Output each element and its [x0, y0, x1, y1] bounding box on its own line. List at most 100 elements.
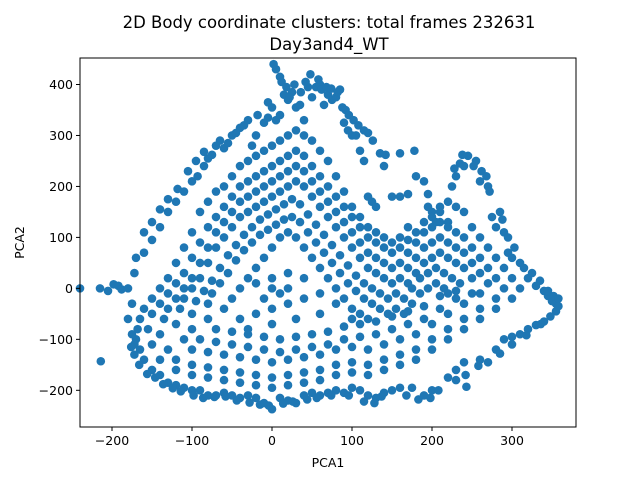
scatter-point: [377, 392, 386, 401]
scatter-point: [299, 151, 309, 161]
scatter-point: [326, 84, 336, 93]
scatter-point: [263, 210, 273, 219]
scatter-point: [203, 373, 213, 382]
scatter-point: [193, 171, 202, 181]
y-axis-ticks: −200 −100 0 100 200 300 400: [39, 77, 80, 398]
scatter-point: [191, 156, 201, 166]
scatter-point: [251, 263, 261, 273]
scatter-point: [368, 136, 378, 145]
scatter-point: [195, 258, 205, 268]
scatter-point: [267, 161, 277, 171]
scatter-point: [427, 345, 437, 354]
scatter-point: [491, 273, 501, 283]
scatter-point: [331, 171, 341, 181]
scatter-point: [301, 77, 310, 87]
scatter-point: [363, 233, 373, 242]
scatter-point: [235, 182, 245, 191]
scatter-point: [462, 382, 471, 392]
scatter-point: [227, 222, 237, 232]
scatter-point: [143, 324, 153, 334]
scatter-point: [363, 222, 373, 232]
scatter-point: [299, 378, 309, 387]
scatter-point: [267, 141, 277, 150]
scatter-point: [407, 299, 417, 308]
scatter-point: [171, 355, 181, 365]
scatter-point: [363, 248, 373, 257]
y-tick-label: −200: [39, 383, 73, 398]
y-tick-label: 300: [49, 128, 73, 143]
scatter-point: [275, 171, 285, 181]
scatter-point: [443, 253, 453, 263]
scatter-point: [295, 100, 305, 110]
x-axis-ticks: −200 −100 0 100 200 300: [95, 427, 524, 448]
scatter-point: [155, 355, 165, 365]
scatter-series: [75, 59, 563, 414]
scatter-point: [423, 202, 433, 212]
scatter-point: [187, 273, 197, 283]
scatter-point: [239, 230, 249, 240]
scatter-point: [179, 243, 189, 252]
scatter-point: [423, 268, 433, 278]
scatter-point: [450, 164, 459, 173]
scatter-point: [451, 202, 461, 212]
scatter-point: [554, 301, 563, 311]
scatter-point: [171, 278, 181, 288]
scatter-point: [431, 278, 441, 288]
y-tick-label: 400: [49, 77, 73, 92]
scatter-point: [299, 182, 309, 191]
scatter-point: [163, 194, 173, 204]
scatter-point: [134, 360, 144, 370]
scatter-point: [203, 222, 213, 232]
scatter-point: [307, 136, 317, 145]
plot-frame: [79, 57, 577, 428]
y-axis-label: PCA2: [12, 226, 27, 259]
scatter-point: [299, 294, 309, 303]
scatter-point: [207, 150, 217, 160]
scatter-point: [267, 177, 277, 186]
scatter-point: [423, 189, 433, 199]
scatter-point: [379, 355, 389, 365]
scatter-point: [307, 161, 317, 171]
scatter-point: [347, 314, 357, 324]
scatter-point: [211, 187, 221, 196]
scatter-point: [291, 332, 301, 342]
scatter-point: [331, 284, 341, 293]
scatter-point: [291, 177, 301, 186]
scatter-point: [355, 253, 365, 263]
scatter-point: [419, 301, 429, 311]
scatter-point: [527, 268, 537, 278]
scatter-point: [147, 309, 157, 319]
scatter-point: [131, 253, 141, 263]
scatter-point: [267, 373, 277, 382]
scatter-point: [411, 253, 421, 263]
scatter-point: [171, 319, 181, 329]
scatter-point: [443, 238, 453, 247]
scatter-point: [339, 294, 349, 303]
scatter-point: [363, 263, 373, 273]
scatter-point: [243, 273, 253, 283]
plot-background: [80, 58, 576, 427]
scatter-point: [315, 187, 325, 196]
scatter-point: [223, 268, 233, 278]
scatter-point: [275, 347, 285, 357]
scatter-point: [155, 205, 165, 214]
scatter-point: [211, 324, 221, 334]
scatter-point: [459, 324, 469, 334]
scatter-point: [314, 75, 323, 84]
scatter-point: [355, 309, 365, 319]
scatter-point: [387, 192, 397, 201]
scatter-point: [175, 304, 185, 314]
scatter-point: [279, 199, 289, 209]
scatter-point: [259, 294, 269, 303]
scatter-point: [307, 329, 317, 339]
scatter-point: [271, 220, 281, 229]
scatter-point: [312, 393, 322, 403]
scatter-point: [95, 284, 105, 293]
scatter-point: [155, 329, 165, 339]
scatter-point: [255, 215, 265, 224]
scatter-point: [315, 350, 325, 359]
scatter-point: [535, 276, 545, 286]
scatter-point: [291, 126, 301, 135]
scatter-point: [414, 395, 423, 404]
scatter-points: [75, 59, 563, 414]
